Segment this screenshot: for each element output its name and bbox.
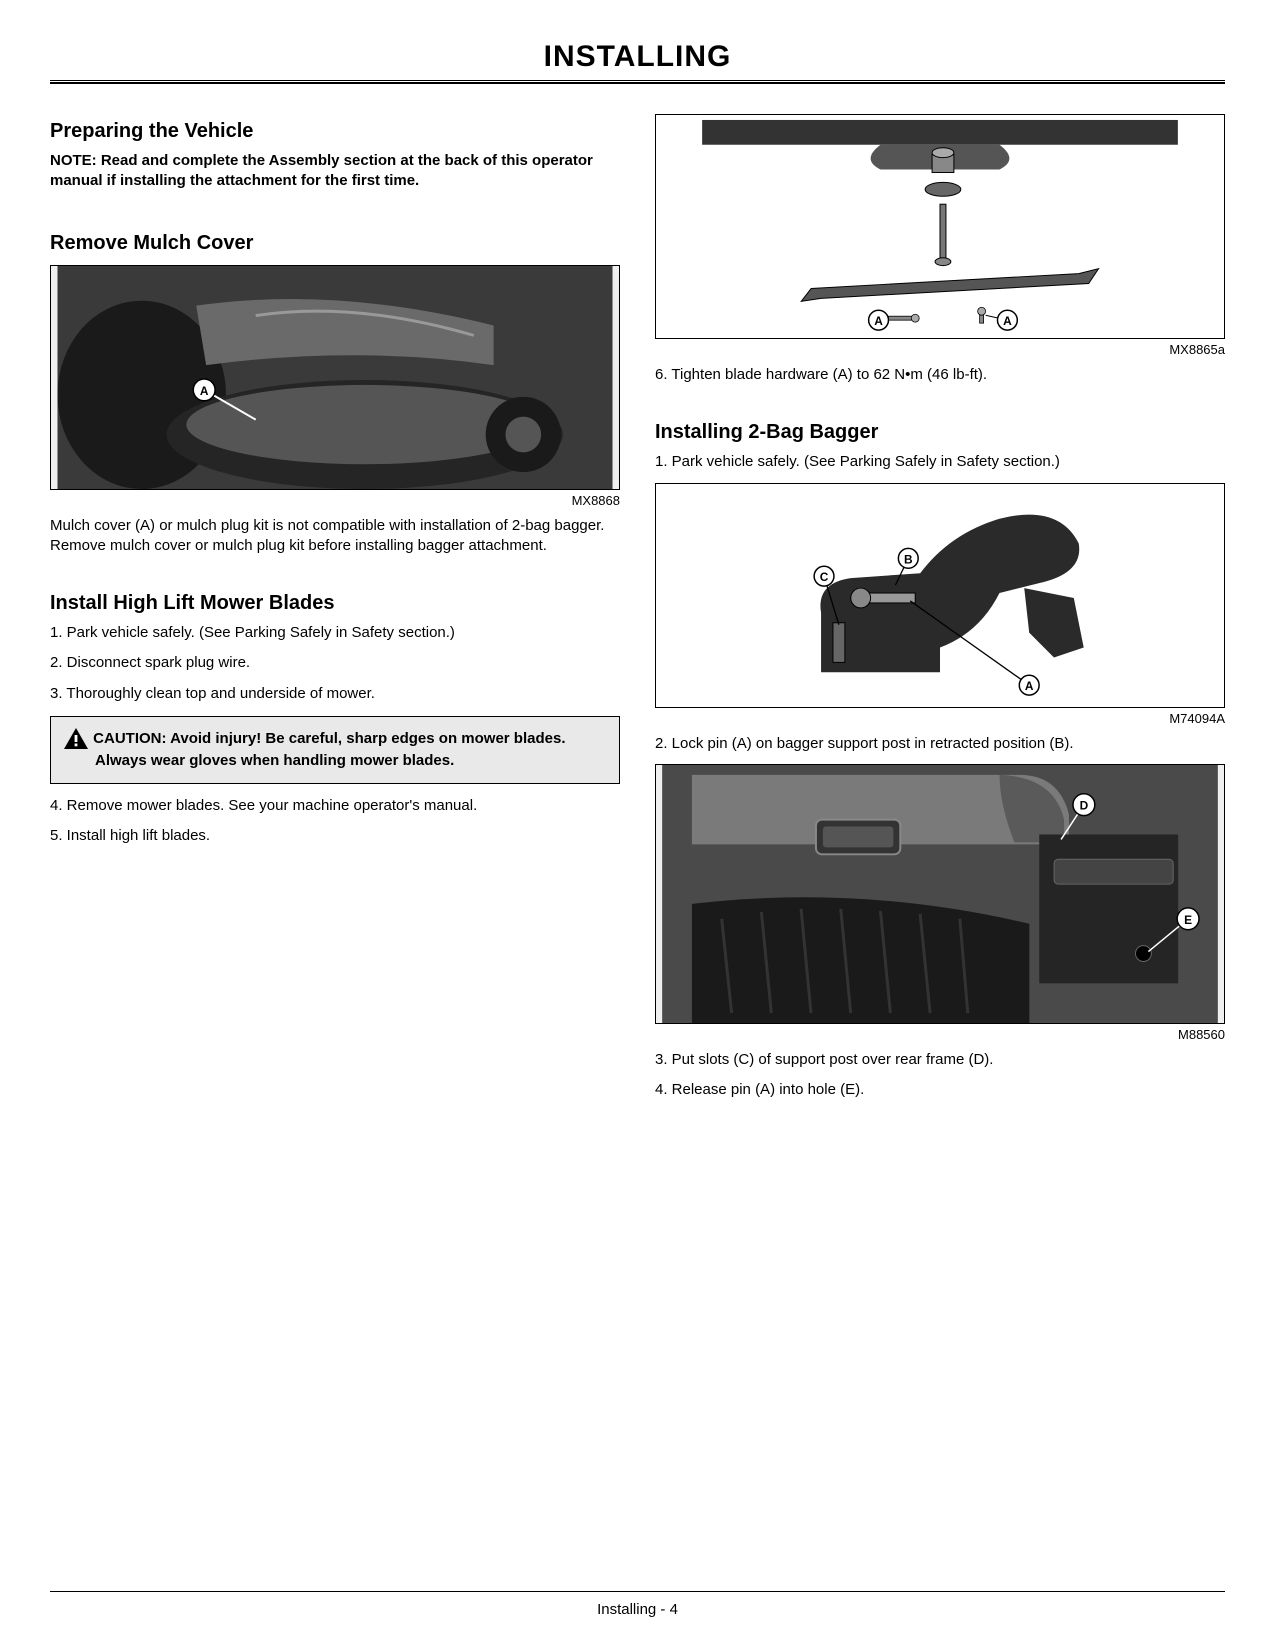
- warning-icon: [63, 727, 89, 751]
- caption-m88560: M88560: [655, 1027, 1225, 1042]
- caution-label: CAUTION: Avoid injury! Be careful, sharp…: [93, 730, 565, 769]
- bagger-step2: 2. Lock pin (A) on bagger support post i…: [655, 734, 1225, 754]
- right-column: A A MX8865a 6. Tighten blade hardware (A…: [655, 104, 1225, 1110]
- blades-step3: 3. Thoroughly clean top and underside of…: [50, 684, 620, 704]
- caption-mx8865a: MX8865a: [655, 342, 1225, 357]
- callout-c: C: [820, 570, 829, 584]
- left-column: Preparing the Vehicle NOTE: Read and com…: [50, 104, 620, 1110]
- bagger-step3: 3. Put slots (C) of support post over re…: [655, 1050, 1225, 1070]
- figure-rear-frame: D E: [655, 764, 1225, 1024]
- content-columns: Preparing the Vehicle NOTE: Read and com…: [50, 104, 1225, 1110]
- callout-b: B: [904, 552, 913, 566]
- page-title: INSTALLING: [50, 40, 1225, 74]
- bagger-step4: 4. Release pin (A) into hole (E).: [655, 1080, 1225, 1100]
- caption-mx8868: MX8868: [50, 493, 620, 508]
- heading-preparing: Preparing the Vehicle: [50, 120, 620, 143]
- callout-d: D: [1080, 798, 1089, 812]
- footer-divider: [50, 1591, 1225, 1592]
- page-footer: Installing - 4: [0, 1601, 1275, 1618]
- callout-a-bagger: A: [1025, 679, 1034, 693]
- para-mulch-compat: Mulch cover (A) or mulch plug kit is not…: [50, 516, 620, 557]
- figure-mulch-cover: A: [50, 265, 620, 490]
- illustration-blade-exploded: A A: [656, 115, 1224, 338]
- heading-mulch: Remove Mulch Cover: [50, 232, 620, 255]
- heading-blades: Install High Lift Mower Blades: [50, 592, 620, 615]
- blades-step4: 4. Remove mower blades. See your machine…: [50, 796, 620, 816]
- caption-m74094a: M74094A: [655, 711, 1225, 726]
- callout-e: E: [1184, 913, 1192, 927]
- caution-text: CAUTION: Avoid injury! Be careful, sharp…: [95, 727, 607, 771]
- caution-box: CAUTION: Avoid injury! Be careful, sharp…: [50, 716, 620, 784]
- callout-a-right: A: [1003, 314, 1012, 328]
- title-divider: [50, 80, 1225, 84]
- callout-a: A: [200, 383, 209, 397]
- figure-support-post: B C A: [655, 483, 1225, 708]
- illustration-support-post: B C A: [656, 484, 1224, 707]
- heading-bagger: Installing 2-Bag Bagger: [655, 421, 1225, 444]
- illustration-mower-deck: A: [51, 266, 619, 489]
- blades-step5: 5. Install high lift blades.: [50, 826, 620, 846]
- figure-blade-hardware: A A: [655, 114, 1225, 339]
- bagger-step1: 1. Park vehicle safely. (See Parking Saf…: [655, 452, 1225, 472]
- note-assembly: NOTE: Read and complete the Assembly sec…: [50, 151, 620, 192]
- blades-step1: 1. Park vehicle safely. (See Parking Saf…: [50, 623, 620, 643]
- hw-step6: 6. Tighten blade hardware (A) to 62 N•m …: [655, 365, 1225, 385]
- blades-step2: 2. Disconnect spark plug wire.: [50, 653, 620, 673]
- callout-a-left: A: [874, 314, 883, 328]
- illustration-rear-frame: D E: [656, 765, 1224, 1023]
